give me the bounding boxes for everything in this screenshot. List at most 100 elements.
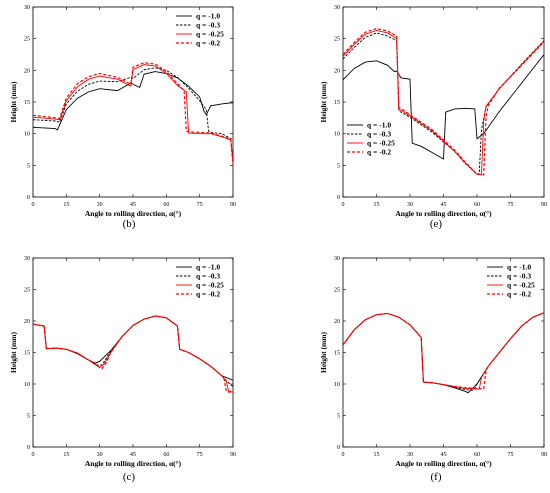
y-tick-label: 25 <box>24 37 30 43</box>
x-tick-label: 90 <box>230 202 236 208</box>
y-tick-label: 10 <box>334 382 340 388</box>
legend-entry: q = -0.3 <box>196 272 220 281</box>
legend-entry: q = -0.2 <box>367 148 391 157</box>
x-tick-label: 15 <box>63 202 69 208</box>
x-tick-label: 15 <box>374 202 380 208</box>
x-tick-label: 0 <box>342 202 345 208</box>
x-tick-label: 0 <box>32 452 35 458</box>
x-tick-label: 90 <box>230 452 236 458</box>
y-tick-label: 0 <box>337 195 340 201</box>
legend-entry: q = -1.0 <box>367 121 391 130</box>
legend-entry: q = -0.2 <box>196 290 220 299</box>
legend-entry: q = -0.2 <box>507 290 531 299</box>
series-line <box>343 54 544 160</box>
y-tick-label: 15 <box>334 100 340 106</box>
x-tick-label: 45 <box>130 202 136 208</box>
y-tick-label: 20 <box>24 68 30 74</box>
legend: q = -1.0q = -0.3q = -0.25q = -0.2 <box>176 263 224 299</box>
x-tick-label: 15 <box>63 452 69 458</box>
y-tick-label: 5 <box>337 414 340 420</box>
x-tick-label: 90 <box>541 202 547 208</box>
y-axis-label: Height (mm) <box>9 81 18 123</box>
y-axis-label: Height (mm) <box>9 331 18 373</box>
x-tick-label: 15 <box>374 452 380 458</box>
y-tick-label: 10 <box>24 132 30 138</box>
x-axis-label: Angle to rolling direction, α(°) <box>85 459 182 468</box>
y-axis-label: Height (mm) <box>319 331 328 373</box>
legend-entry: q = -0.3 <box>196 21 220 30</box>
x-axis-label: Angle to rolling direction, α(°) <box>395 459 492 468</box>
legend-entry: q = -0.2 <box>196 39 220 48</box>
x-tick-label: 60 <box>163 452 169 458</box>
legend: q = -1.0q = -0.3q = -0.25q = -0.2 <box>487 263 535 299</box>
panel-label: (e) <box>430 218 443 230</box>
y-tick-label: 15 <box>24 351 30 357</box>
series-line <box>33 315 233 393</box>
x-tick-label: 75 <box>197 452 203 458</box>
panel-label: (b) <box>123 218 136 230</box>
series-line <box>343 27 544 176</box>
x-axis-label: Angle to rolling direction, α(°) <box>85 209 182 218</box>
series-line <box>343 312 544 390</box>
y-tick-label: 0 <box>27 195 30 201</box>
series-line <box>343 29 544 176</box>
y-tick-label: 30 <box>334 5 340 11</box>
legend-entry: q = -1.0 <box>507 263 531 272</box>
x-tick-label: 75 <box>508 452 514 458</box>
series-line <box>343 312 544 390</box>
y-tick-label: 30 <box>24 256 30 262</box>
x-tick-label: 60 <box>474 452 480 458</box>
x-tick-label: 75 <box>508 202 514 208</box>
series-line <box>343 312 544 391</box>
legend-entry: q = -0.25 <box>507 281 535 290</box>
y-tick-label: 30 <box>334 256 340 262</box>
y-tick-label: 20 <box>334 319 340 325</box>
x-tick-label: 75 <box>197 202 203 208</box>
x-tick-label: 0 <box>342 452 345 458</box>
x-tick-label: 90 <box>541 452 547 458</box>
series-line <box>33 62 233 166</box>
y-axis-label: Height (mm) <box>319 81 328 123</box>
legend-entry: q = -1.0 <box>196 12 220 21</box>
plot-frame <box>342 6 545 198</box>
legend-entry: q = -0.25 <box>367 139 395 148</box>
y-tick-label: 20 <box>334 68 340 74</box>
x-tick-label: 30 <box>407 452 413 458</box>
x-tick-label: 60 <box>474 202 480 208</box>
series-line <box>33 67 233 141</box>
y-tick-label: 10 <box>334 132 340 138</box>
y-tick-label: 20 <box>24 319 30 325</box>
y-tick-label: 30 <box>24 5 30 11</box>
x-tick-label: 45 <box>441 452 447 458</box>
x-tick-label: 0 <box>32 202 35 208</box>
x-tick-label: 45 <box>130 452 136 458</box>
y-tick-label: 5 <box>337 163 340 169</box>
x-tick-label: 60 <box>163 202 169 208</box>
y-tick-label: 25 <box>334 288 340 294</box>
legend: q = -1.0q = -0.3q = -0.25q = -0.2 <box>176 12 224 48</box>
y-tick-label: 5 <box>27 163 30 169</box>
series-line <box>33 315 233 394</box>
y-tick-label: 15 <box>334 351 340 357</box>
legend-entry: q = -0.3 <box>507 272 531 281</box>
series-line <box>33 64 233 163</box>
y-tick-label: 25 <box>334 37 340 43</box>
legend-entry: q = -0.25 <box>196 30 224 39</box>
legend-entry: q = -0.3 <box>367 130 391 139</box>
y-tick-label: 5 <box>27 414 30 420</box>
legend-entry: q = -1.0 <box>196 263 220 272</box>
y-tick-label: 0 <box>27 445 30 451</box>
series-line <box>33 315 233 387</box>
panel-label: (c) <box>123 471 136 483</box>
legend-entry: q = -0.25 <box>196 281 224 290</box>
x-tick-label: 45 <box>441 202 447 208</box>
x-tick-label: 30 <box>97 452 103 458</box>
y-tick-label: 25 <box>24 288 30 294</box>
x-axis-label: Angle to rolling direction, α(°) <box>395 209 492 218</box>
y-tick-label: 15 <box>24 100 30 106</box>
